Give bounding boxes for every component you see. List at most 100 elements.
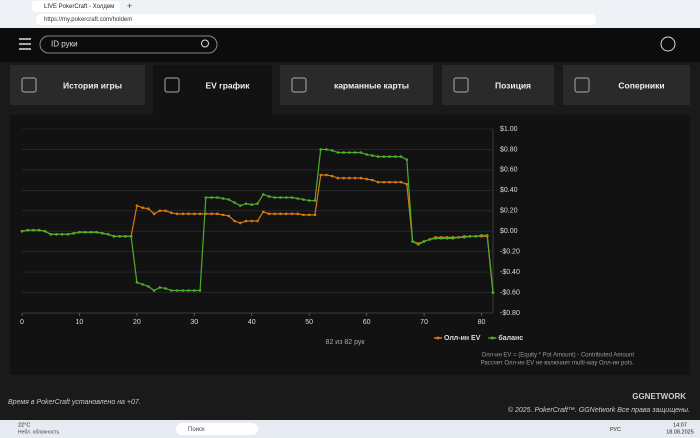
data-point (319, 148, 322, 151)
legend-dot (436, 336, 440, 340)
data-point (428, 238, 432, 241)
data-point (250, 219, 254, 223)
data-point (26, 228, 30, 232)
data-point (371, 178, 374, 182)
x-tick-label: 80 (478, 319, 486, 326)
data-point (336, 176, 340, 180)
data-point (313, 199, 317, 202)
data-point (101, 231, 104, 235)
x-tick-label: 20 (133, 319, 141, 326)
data-point (158, 209, 162, 213)
data-point (238, 204, 242, 207)
url: https://my.pokercraft.com/holdem (44, 17, 132, 23)
x-tick-label: 0 (20, 319, 24, 326)
data-point (267, 195, 271, 198)
data-point (376, 180, 380, 184)
nav-tab[interactable] (442, 65, 554, 105)
tab-icon (453, 77, 469, 93)
search-icon[interactable] (201, 39, 209, 48)
data-point (187, 212, 190, 216)
data-point (164, 209, 167, 213)
x-tick-label: 50 (305, 319, 313, 326)
taskbar-search[interactable] (176, 423, 258, 435)
search-placeholder: ID руки (51, 40, 78, 49)
data-point (158, 286, 162, 289)
data-point (462, 236, 466, 239)
nav-tab[interactable] (153, 65, 272, 115)
data-point (152, 212, 156, 216)
data-point (348, 176, 351, 180)
data-point (485, 234, 489, 237)
footer-logo: GGNETWORK (632, 392, 686, 401)
data-point (124, 235, 127, 238)
data-point (417, 243, 420, 246)
data-point (135, 204, 139, 207)
x-tick-label: 70 (420, 319, 428, 326)
data-point (72, 231, 75, 235)
data-point (376, 155, 380, 158)
data-point (170, 289, 173, 292)
data-point (491, 291, 495, 294)
data-point (411, 240, 414, 243)
data-point (330, 174, 334, 178)
data-point (83, 230, 87, 234)
data-point (175, 212, 179, 216)
nav-tab[interactable] (10, 65, 145, 105)
data-point (273, 196, 277, 199)
data-point (353, 151, 357, 154)
x-tick-label: 60 (363, 319, 371, 326)
globe-icon[interactable] (660, 36, 676, 52)
data-point (135, 281, 139, 284)
tab-label: Соперники (618, 80, 664, 90)
data-point (296, 197, 300, 200)
data-point (175, 289, 179, 292)
data-point (468, 235, 472, 238)
x-tick-label: 40 (248, 319, 256, 326)
data-point (233, 219, 236, 223)
tab-label: карманные карты (334, 80, 409, 90)
data-point (181, 212, 185, 216)
data-point (359, 151, 363, 154)
data-point (325, 148, 328, 151)
nav-tab[interactable] (563, 65, 690, 105)
new-tab[interactable]: + (127, 1, 132, 11)
data-point (89, 230, 93, 234)
data-point (382, 180, 386, 184)
data-point (210, 196, 213, 199)
y-tick-label: -$0.20 (500, 249, 520, 256)
y-tick-label: -$0.80 (500, 310, 520, 317)
data-point (445, 237, 449, 240)
data-point (49, 232, 53, 236)
legend-label[interactable]: Олл-ин EV (444, 335, 481, 342)
tab-icon (291, 77, 307, 93)
data-point (457, 236, 460, 239)
data-point (193, 289, 196, 292)
data-point (20, 229, 24, 233)
data-point (32, 228, 35, 232)
tab-title: LIVE PokerCraft - Холдем (44, 4, 114, 10)
data-point (181, 289, 185, 292)
data-point (43, 229, 47, 233)
data-point (399, 180, 403, 184)
legend-label[interactable]: баланс (498, 334, 523, 342)
y-tick-label: -$0.60 (500, 289, 520, 296)
tab-label: История игры (63, 80, 122, 90)
x-tick-label: 10 (76, 319, 84, 326)
y-tick-label: $0.40 (500, 187, 518, 194)
menu-icon[interactable] (19, 38, 31, 50)
address-bar[interactable] (36, 14, 596, 25)
search-box[interactable] (39, 35, 218, 54)
data-point (147, 207, 150, 211)
data-point (118, 235, 121, 238)
data-point (106, 232, 110, 236)
data-point (215, 212, 219, 216)
data-point (215, 196, 219, 199)
data-point (221, 197, 225, 200)
data-point (353, 176, 357, 180)
data-point (451, 237, 455, 240)
data-point (210, 212, 213, 216)
browser-tab[interactable] (32, 1, 120, 12)
data-point (164, 287, 167, 290)
data-point (233, 201, 236, 204)
data-point (307, 199, 311, 202)
